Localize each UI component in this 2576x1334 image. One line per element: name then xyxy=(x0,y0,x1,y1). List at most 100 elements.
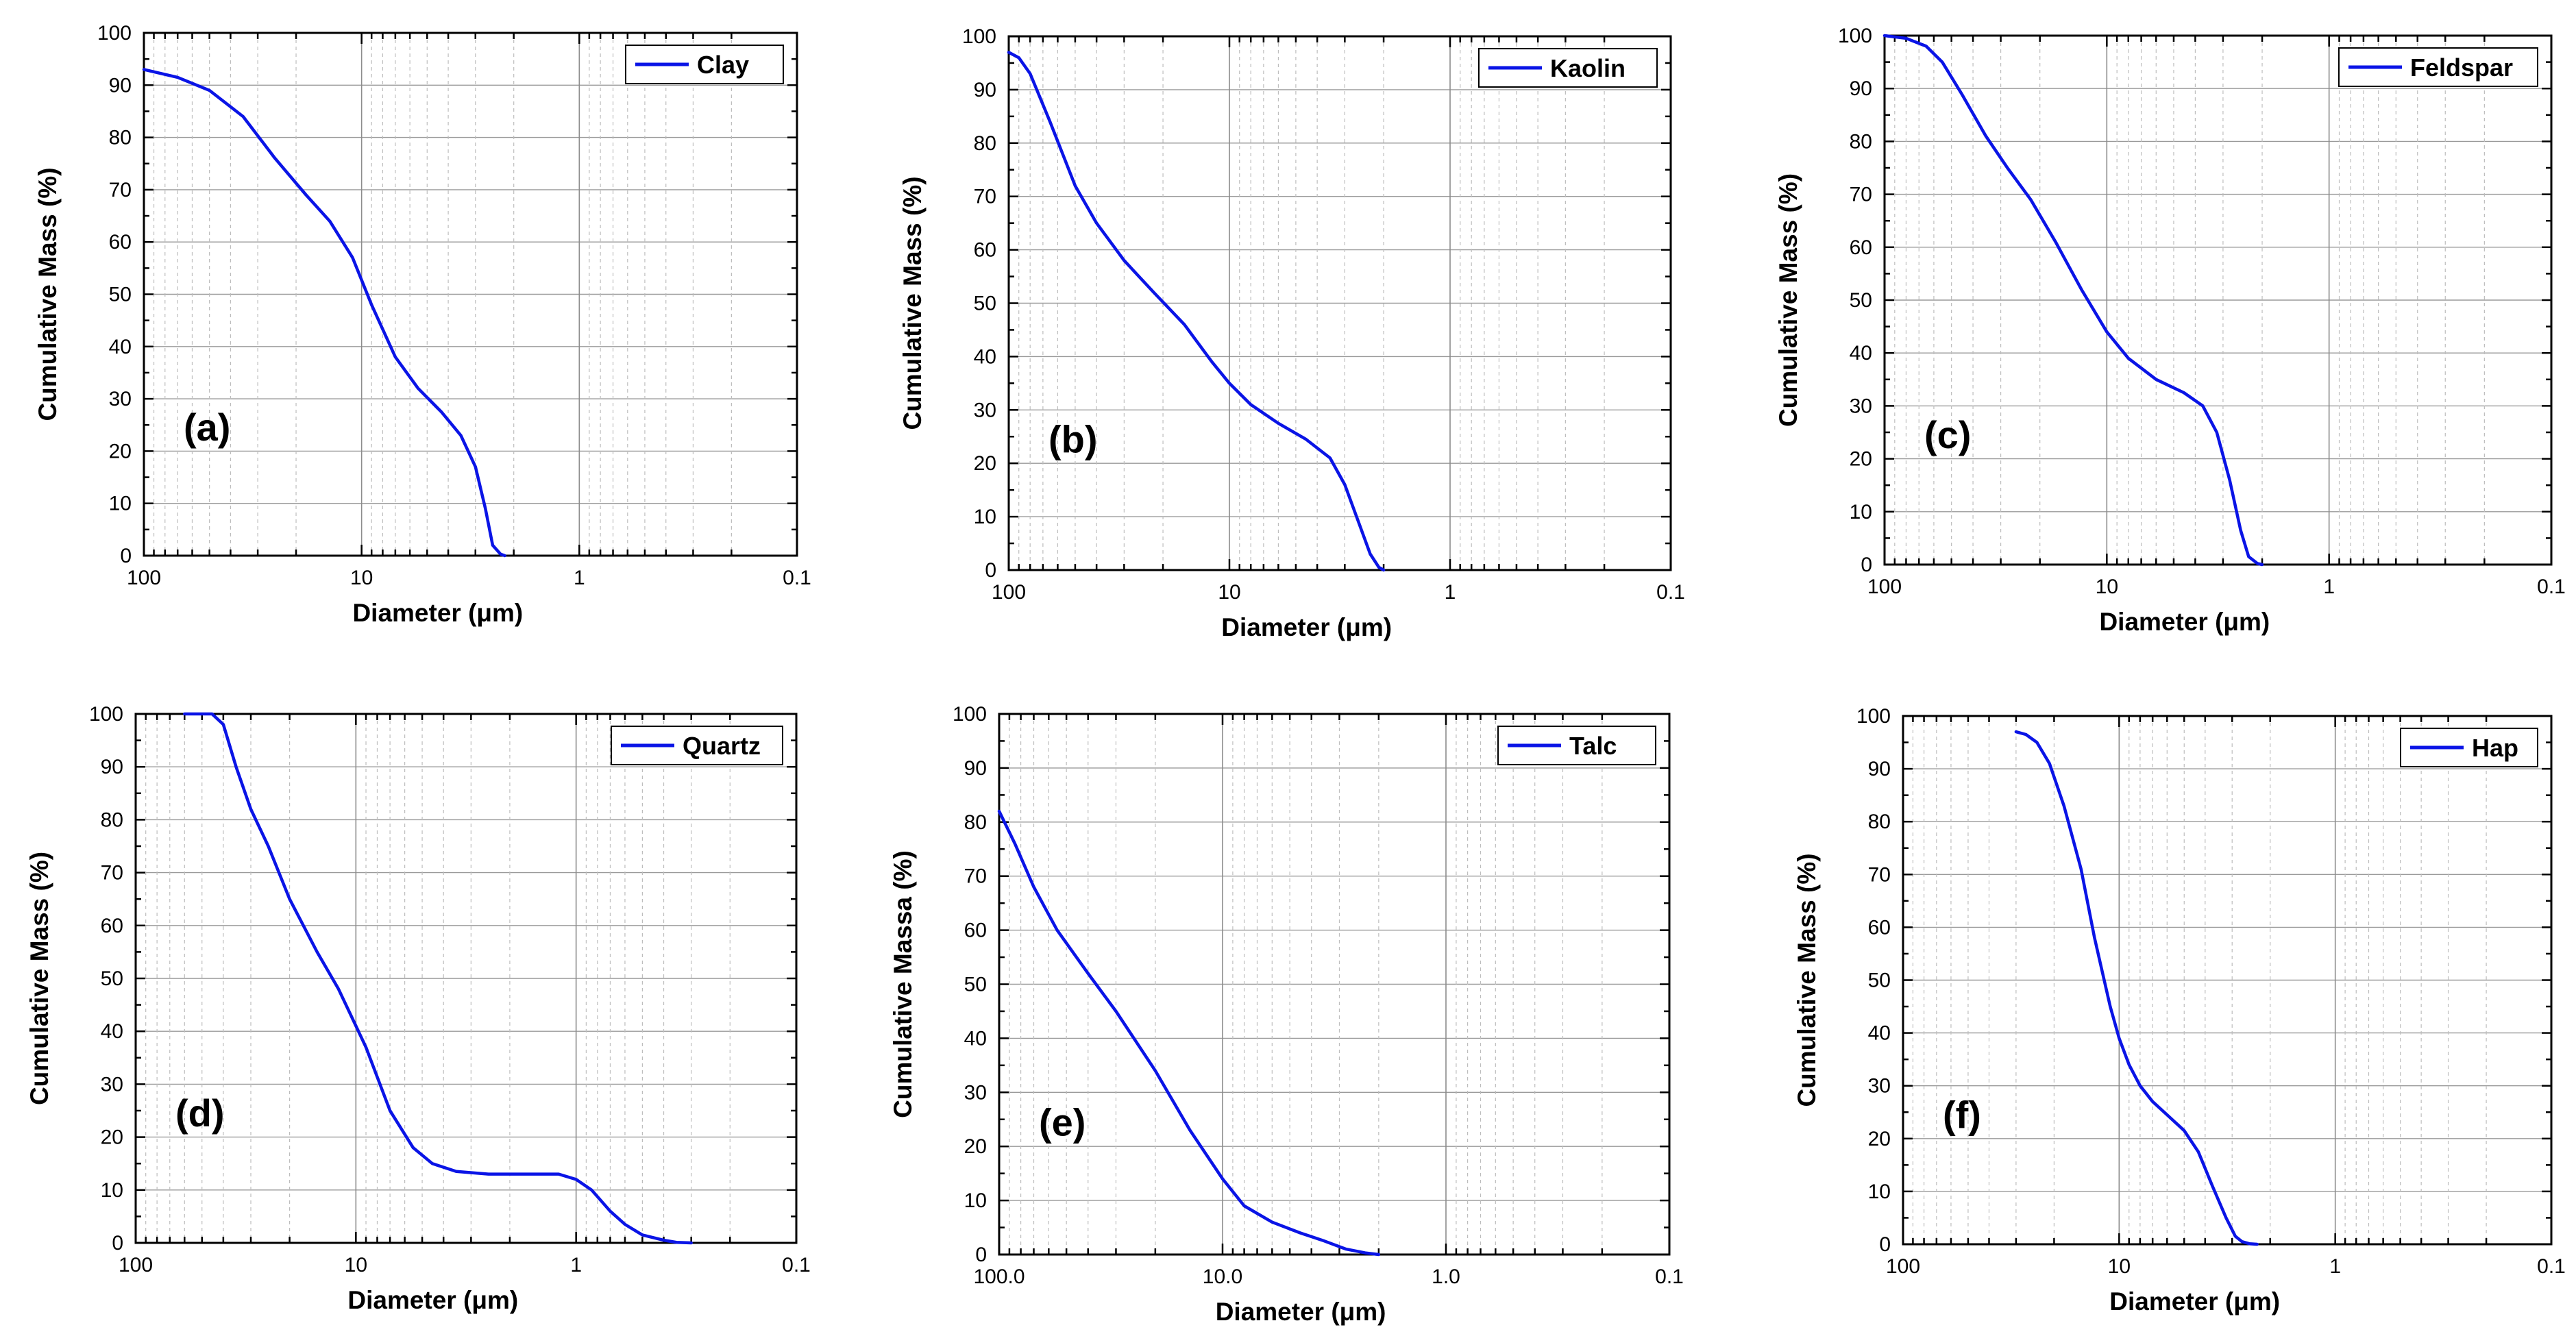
y-tick-label: 20 xyxy=(101,1126,123,1149)
legend: Quartz xyxy=(611,726,783,765)
x-tick-label: 0.1 xyxy=(1656,581,1685,604)
legend-label: Kaolin xyxy=(1550,54,1626,82)
y-tick-label: 30 xyxy=(109,388,132,410)
y-tick-label: 90 xyxy=(964,757,987,780)
x-tick-label: 0.1 xyxy=(2537,1255,2566,1278)
y-tick-label: 100 xyxy=(962,25,996,48)
x-tick-label: 10 xyxy=(2108,1255,2131,1278)
panel-label: (b) xyxy=(1048,418,1098,461)
y-tick-label: 30 xyxy=(1850,395,1872,417)
x-tick-label: 100 xyxy=(1867,576,1902,598)
x-tick-label: 1 xyxy=(2323,576,2335,598)
x-tick-label: 10 xyxy=(1218,581,1240,604)
y-axis-title: Cumulative Mass (%) xyxy=(898,176,927,430)
legend-label: Clay xyxy=(697,51,749,79)
y-tick-label: 90 xyxy=(1868,758,1891,780)
chart-panel-f: 0 10 20 30 40 50 60 70 80 90 100 100 10 1 0.1 Diameter … xyxy=(1793,705,2566,1316)
legend-label: Hap xyxy=(2472,734,2518,762)
y-tick-label: 100 xyxy=(89,703,123,726)
y-tick-label: 60 xyxy=(109,231,132,254)
panel-label: (d) xyxy=(175,1091,225,1135)
y-tick-label: 10 xyxy=(964,1189,987,1212)
y-tick-label: 80 xyxy=(1850,130,1872,153)
series-line-clay xyxy=(142,68,506,558)
legend: Clay xyxy=(625,45,784,84)
legend-label: Talc xyxy=(1569,732,1617,760)
series-line-feldspar xyxy=(1882,34,2264,567)
y-tick-label: 60 xyxy=(974,239,996,262)
panel-label: (a) xyxy=(184,406,230,449)
y-tick-label: 90 xyxy=(109,74,132,97)
series-line-kaolin xyxy=(1007,51,1386,572)
y-tick-label: 40 xyxy=(101,1020,123,1043)
y-tick-label: 50 xyxy=(101,967,123,990)
y-tick-label: 100 xyxy=(953,703,987,726)
y-tick-label: 0 xyxy=(975,1244,987,1266)
y-tick-label: 60 xyxy=(964,919,987,942)
y-tick-label: 30 xyxy=(964,1081,987,1104)
y-tick-label: 50 xyxy=(964,974,987,996)
legend: Talc xyxy=(1497,726,1656,765)
y-tick-label: 40 xyxy=(964,1027,987,1050)
x-tick-label: 0.1 xyxy=(1655,1265,1684,1288)
y-tick-label: 0 xyxy=(1879,1233,1891,1256)
y-axis-title: Cumulative Mass (%) xyxy=(1774,173,1802,427)
x-tick-label: 100 xyxy=(127,567,161,589)
y-tick-label: 20 xyxy=(1850,448,1872,471)
y-tick-label: 70 xyxy=(109,179,132,201)
y-tick-label: 50 xyxy=(974,293,996,315)
x-tick-label: 1 xyxy=(2329,1255,2341,1278)
y-tick-label: 0 xyxy=(985,559,996,582)
x-axis-title: Diameter (μm) xyxy=(352,599,523,627)
y-tick-label: 40 xyxy=(974,345,996,368)
y-axis-title: Cumulative Mass (%) xyxy=(1793,853,1821,1107)
y-tick-label: 70 xyxy=(1868,863,1891,886)
y-axis-title: Cumulative Massa (%) xyxy=(889,850,917,1118)
x-tick-label: 10 xyxy=(350,567,373,589)
y-axis-title: Cumulative Mass (%) xyxy=(25,852,53,1105)
y-tick-label: 80 xyxy=(109,127,132,149)
y-tick-label: 10 xyxy=(974,506,996,528)
x-tick-label: 1 xyxy=(570,1254,582,1276)
y-tick-label: 0 xyxy=(112,1232,123,1255)
legend: Hap xyxy=(2400,728,2538,767)
y-tick-label: 50 xyxy=(1868,969,1891,992)
legend-label: Quartz xyxy=(683,732,761,760)
y-tick-label: 0 xyxy=(1861,554,1872,576)
x-tick-label: 1 xyxy=(574,567,585,589)
y-tick-label: 30 xyxy=(1868,1075,1891,1098)
y-tick-label: 10 xyxy=(101,1179,123,1202)
y-tick-label: 10 xyxy=(1850,501,1872,523)
y-tick-label: 50 xyxy=(1850,289,1872,312)
x-tick-label: 0.1 xyxy=(783,567,811,589)
x-tick-label: 10 xyxy=(345,1254,367,1276)
chart-panel-a: 0 10 20 30 40 50 60 70 80 90 100 100 10 1 0.1 Diameter … xyxy=(34,22,811,627)
y-tick-label: 50 xyxy=(109,284,132,306)
y-tick-label: 20 xyxy=(974,452,996,475)
y-tick-label: 40 xyxy=(109,336,132,358)
legend: Kaolin xyxy=(1478,48,1658,88)
y-tick-label: 20 xyxy=(1868,1128,1891,1150)
y-tick-label: 40 xyxy=(1868,1022,1891,1045)
panel-label: (f) xyxy=(1943,1093,1981,1136)
x-tick-label: 10.0 xyxy=(1203,1265,1242,1288)
y-axis-title: Cumulative Mass (%) xyxy=(34,167,62,421)
y-tick-label: 90 xyxy=(101,756,123,778)
y-tick-label: 60 xyxy=(101,915,123,937)
y-tick-label: 80 xyxy=(974,132,996,155)
x-tick-label: 10 xyxy=(2096,576,2118,598)
y-tick-label: 100 xyxy=(1856,705,1891,728)
y-tick-label: 20 xyxy=(964,1135,987,1158)
x-tick-label: 100.0 xyxy=(973,1265,1025,1288)
x-tick-label: 100 xyxy=(1886,1255,1920,1278)
chart-panel-d: 0 10 20 30 40 50 60 70 80 90 100 100 10 1 0.1 Diameter … xyxy=(25,703,811,1314)
x-tick-label: 0.1 xyxy=(782,1254,811,1276)
x-axis-title: Diameter (μm) xyxy=(2109,1287,2280,1316)
y-tick-label: 30 xyxy=(974,399,996,421)
y-tick-label: 60 xyxy=(1850,236,1872,259)
y-tick-label: 70 xyxy=(101,862,123,885)
x-tick-label: 0.1 xyxy=(2537,576,2566,598)
chart-panel-e: 0 10 20 30 40 50 60 70 80 90 100 100.0 10.0 1.0 0.1 Dia… xyxy=(889,703,1684,1326)
legend-label: Feldspar xyxy=(2410,53,2513,82)
